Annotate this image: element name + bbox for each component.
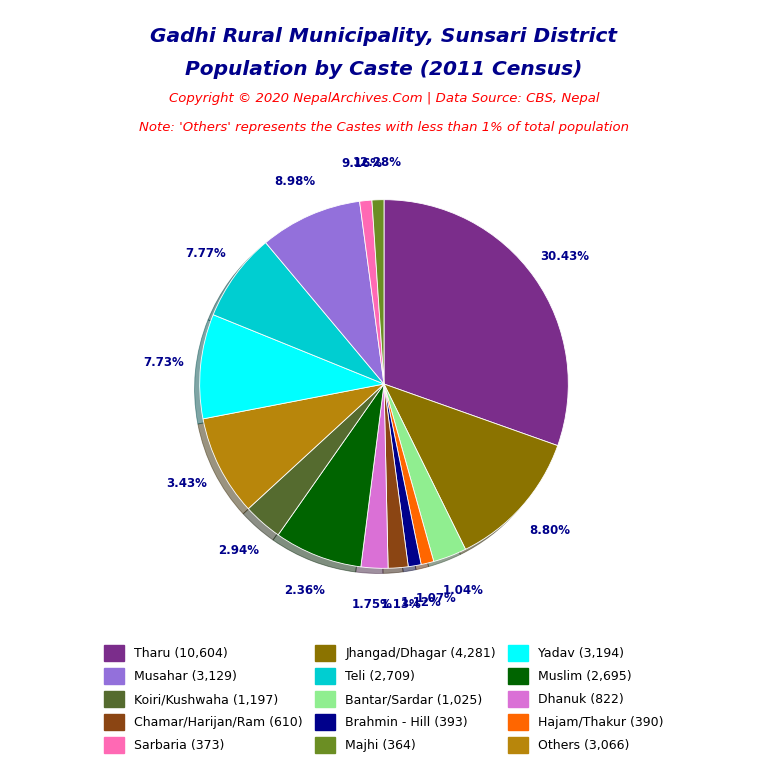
Text: 7.73%: 7.73% xyxy=(144,356,184,369)
Text: 1.13%: 1.13% xyxy=(381,598,422,611)
Text: Copyright © 2020 NepalArchives.Com | Data Source: CBS, Nepal: Copyright © 2020 NepalArchives.Com | Dat… xyxy=(169,92,599,105)
Text: 1.12%: 1.12% xyxy=(401,596,442,608)
Wedge shape xyxy=(214,243,384,384)
Text: 12.28%: 12.28% xyxy=(353,157,401,170)
Text: 30.43%: 30.43% xyxy=(540,250,589,263)
Text: 8.98%: 8.98% xyxy=(274,175,316,188)
Text: 3.43%: 3.43% xyxy=(166,477,207,490)
Text: 2.36%: 2.36% xyxy=(284,584,325,597)
Wedge shape xyxy=(384,384,558,549)
Text: 7.77%: 7.77% xyxy=(185,247,226,260)
Wedge shape xyxy=(248,384,384,535)
Text: 9.16%: 9.16% xyxy=(342,157,382,170)
Text: Note: 'Others' represents the Castes with less than 1% of total population: Note: 'Others' represents the Castes wit… xyxy=(139,121,629,134)
Text: 1.07%: 1.07% xyxy=(415,592,456,605)
Legend: Tharu (10,604), Musahar (3,129), Koiri/Kushwaha (1,197), Chamar/Harijan/Ram (610: Tharu (10,604), Musahar (3,129), Koiri/K… xyxy=(99,640,669,758)
Text: 2.94%: 2.94% xyxy=(217,544,259,557)
Text: Population by Caste (2011 Census): Population by Caste (2011 Census) xyxy=(185,60,583,79)
Text: Gadhi Rural Municipality, Sunsari District: Gadhi Rural Municipality, Sunsari Distri… xyxy=(151,27,617,46)
Wedge shape xyxy=(384,384,434,564)
Text: 8.80%: 8.80% xyxy=(529,525,570,538)
Wedge shape xyxy=(372,200,384,384)
Wedge shape xyxy=(266,201,384,384)
Wedge shape xyxy=(361,384,388,568)
Wedge shape xyxy=(384,384,465,561)
Wedge shape xyxy=(278,384,384,567)
Text: 1.75%: 1.75% xyxy=(352,598,393,611)
Text: 1.04%: 1.04% xyxy=(442,584,484,597)
Wedge shape xyxy=(384,200,568,445)
Wedge shape xyxy=(203,384,384,508)
Wedge shape xyxy=(384,384,409,568)
Wedge shape xyxy=(384,384,421,567)
Wedge shape xyxy=(359,200,384,384)
Wedge shape xyxy=(200,315,384,419)
